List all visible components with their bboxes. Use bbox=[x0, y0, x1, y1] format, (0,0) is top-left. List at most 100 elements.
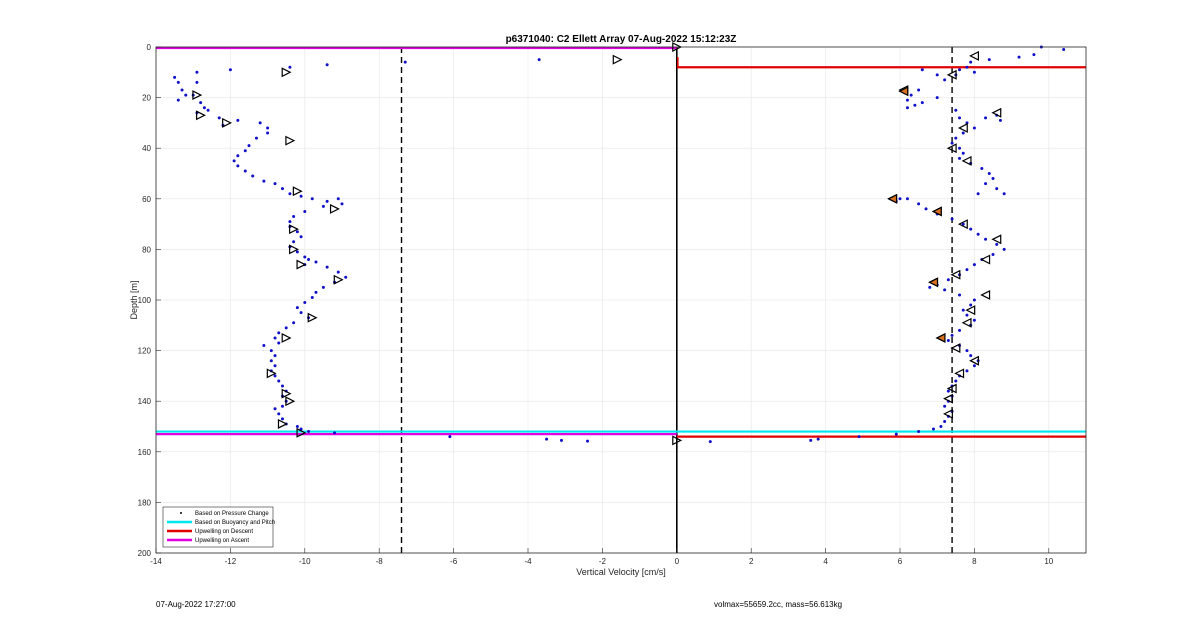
pressure-change-point bbox=[273, 407, 277, 411]
pressure-change-point bbox=[236, 154, 240, 158]
pressure-change-point bbox=[273, 364, 277, 368]
pressure-change-point bbox=[176, 98, 180, 102]
pressure-change-point bbox=[586, 439, 590, 443]
chart-title: p6371040: C2 Ellett Array 07-Aug-2022 15… bbox=[506, 34, 737, 45]
y-tick-label: 40 bbox=[142, 144, 151, 153]
pressure-change-point bbox=[965, 65, 969, 69]
buoyancy-ascent-marker bbox=[612, 54, 623, 65]
pressure-change-point bbox=[340, 202, 344, 206]
pressure-change-point bbox=[254, 136, 258, 140]
buoyancy-descent-marker bbox=[946, 143, 957, 154]
buoyancy-ascent-marker bbox=[192, 90, 203, 101]
pressure-change-point bbox=[325, 63, 329, 67]
pressure-change-point bbox=[266, 126, 270, 130]
pressure-change-point bbox=[288, 192, 292, 196]
x-tick-label: 8 bbox=[972, 557, 977, 566]
buoyancy-ascent-marker bbox=[277, 418, 288, 429]
buoyancy-ascent-marker bbox=[285, 135, 296, 146]
buoyancy-markers bbox=[192, 42, 1002, 446]
pressure-change-point bbox=[980, 166, 984, 170]
pressure-change-point bbox=[206, 108, 210, 112]
pressure-change-point bbox=[199, 101, 203, 105]
pressure-change-point bbox=[943, 419, 947, 423]
pressure-change-point bbox=[310, 197, 314, 201]
pressure-change-point bbox=[266, 131, 270, 135]
pressure-change-point bbox=[943, 404, 947, 408]
pressure-change-point bbox=[292, 321, 296, 325]
pressure-change-point bbox=[991, 177, 995, 181]
pressure-change-point bbox=[991, 252, 995, 256]
pressure-change-point bbox=[972, 298, 976, 302]
pressure-change-point bbox=[273, 336, 277, 340]
pressure-change-point bbox=[251, 174, 255, 178]
buoyancy-descent-marker bbox=[980, 289, 991, 300]
pressure-change-point bbox=[969, 303, 973, 307]
pressure-change-point bbox=[961, 131, 965, 135]
reference-lines bbox=[400, 47, 953, 553]
pressure-change-point bbox=[1002, 247, 1006, 251]
pressure-change-point bbox=[954, 379, 958, 383]
pressure-change-point bbox=[176, 80, 180, 84]
buoyancy-descent-marker bbox=[954, 368, 965, 379]
buoyancy-descent-marker bbox=[950, 343, 961, 354]
pressure-change-point bbox=[321, 204, 325, 208]
y-tick-label: 20 bbox=[142, 94, 151, 103]
pressure-change-point bbox=[950, 333, 954, 337]
pressure-change-point bbox=[965, 313, 969, 317]
buoyancy-descent-marker bbox=[991, 234, 1002, 245]
pressure-change-point bbox=[1002, 192, 1006, 196]
pressure-change-point bbox=[232, 159, 236, 163]
buoyancy-descent-marker bbox=[946, 383, 957, 394]
buoyancy-ascent-marker bbox=[196, 110, 206, 121]
pressure-change-point bbox=[965, 349, 969, 353]
pressure-change-point bbox=[935, 96, 939, 100]
pressure-change-point bbox=[303, 301, 307, 305]
pressure-change-point bbox=[299, 194, 303, 198]
pressure-change-point bbox=[708, 440, 712, 444]
pressure-change-point bbox=[325, 265, 329, 269]
buoyancy-ascent-marker bbox=[289, 244, 299, 255]
x-axis-label: Vertical Velocity [cm/s] bbox=[576, 567, 666, 577]
x-tick-label: -4 bbox=[524, 557, 532, 566]
pressure-change-point bbox=[943, 78, 947, 82]
pressure-change-point bbox=[961, 308, 965, 312]
pressure-change-point bbox=[984, 116, 988, 120]
pressure-change-point bbox=[1017, 55, 1021, 59]
pressure-change-point bbox=[299, 235, 303, 239]
buoyancy-ascent-marker bbox=[281, 332, 292, 343]
buoyancy-ascent-marker bbox=[285, 396, 296, 407]
y-tick-label: 160 bbox=[138, 448, 152, 457]
x-tick-label: 6 bbox=[898, 557, 903, 566]
x-tick-label: -10 bbox=[299, 557, 311, 566]
y-tick-label: 120 bbox=[138, 347, 152, 356]
buoyancy-descent-marker bbox=[946, 69, 957, 80]
y-tick-label: 140 bbox=[138, 397, 152, 406]
pressure-change-point bbox=[559, 438, 563, 442]
y-axis-label: Depth [m] bbox=[129, 280, 139, 319]
pressure-change-point bbox=[987, 172, 991, 175]
pressure-change-point bbox=[314, 290, 318, 294]
pressure-change-point bbox=[258, 121, 262, 125]
pressure-change-point bbox=[969, 60, 973, 64]
pressure-change-point bbox=[972, 126, 976, 130]
pressure-change-point bbox=[243, 169, 247, 173]
pressure-change-point bbox=[545, 437, 549, 441]
pressure-change-point bbox=[924, 207, 928, 211]
pressure-change-point bbox=[984, 237, 988, 241]
pressure-change-point bbox=[958, 146, 962, 150]
pressure-change-point bbox=[195, 70, 199, 74]
pressure-change-point bbox=[269, 359, 273, 363]
x-tick-label: -6 bbox=[450, 557, 458, 566]
pressure-change-point bbox=[325, 199, 329, 203]
pressure-change-point bbox=[976, 232, 980, 236]
pressure-change-point bbox=[277, 341, 281, 345]
buoyancy-ascent-marker bbox=[329, 203, 340, 214]
buoyancy-ascent-marker bbox=[281, 67, 292, 78]
x-tick-label: -14 bbox=[150, 557, 162, 566]
pressure-change-point bbox=[816, 437, 820, 441]
pressure-change-point bbox=[280, 187, 284, 191]
pressure-change-point bbox=[909, 93, 913, 97]
pressure-change-point bbox=[292, 215, 296, 219]
pressure-change-point bbox=[935, 73, 939, 77]
y-tick-label: 180 bbox=[138, 498, 152, 507]
